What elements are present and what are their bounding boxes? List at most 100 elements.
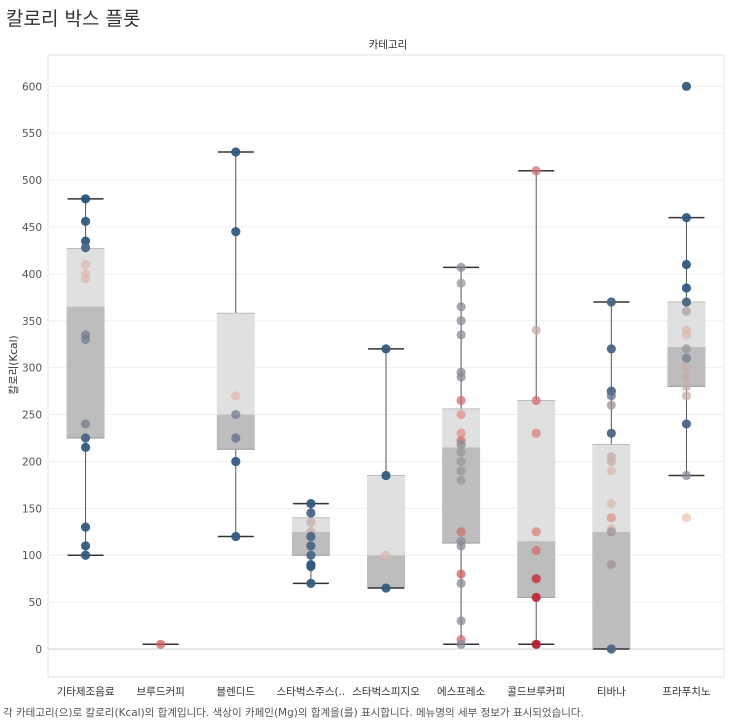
points-layer [80, 81, 692, 654]
data-point [456, 616, 466, 626]
data-point [531, 592, 541, 603]
data-point [531, 574, 541, 584]
y-tick-label: 550 [22, 128, 42, 140]
data-point [606, 527, 616, 537]
data-point [231, 409, 241, 420]
data-point [456, 302, 466, 312]
data-point [456, 541, 466, 551]
y-tick-label: 150 [22, 503, 42, 515]
data-point [306, 508, 316, 518]
data-point [681, 363, 692, 373]
category-label: 프라푸치노 [662, 686, 711, 698]
y-tick-label: 250 [22, 410, 42, 422]
data-point [456, 262, 466, 272]
data-point [681, 419, 692, 429]
y-tick-label: 350 [22, 316, 42, 328]
data-point [606, 297, 616, 307]
data-point [306, 578, 316, 588]
box-upper [367, 475, 405, 556]
data-point [80, 216, 91, 226]
chart-caption: 각 카테고리(으)로 칼로리(Kcal)의 합계입니다. 색상이 카페인(Mg)… [3, 707, 584, 719]
data-point [606, 513, 616, 523]
data-point [231, 456, 241, 467]
data-point [456, 639, 466, 649]
data-point [80, 522, 91, 532]
box-layer [66, 151, 706, 650]
data-point [531, 395, 541, 406]
data-point [681, 81, 692, 91]
y-axis-ticks: 0 50 100 150 200 250 300 350 400 450 500 550 600 [22, 81, 42, 656]
data-point [681, 353, 692, 363]
data-point [306, 499, 316, 509]
data-point [531, 527, 541, 537]
y-tick-label: 50 [29, 597, 42, 609]
data-point [80, 259, 91, 270]
data-point [456, 578, 466, 588]
data-point [681, 259, 692, 270]
data-point [606, 466, 616, 476]
category-label: 기타제조음료 [57, 686, 115, 698]
data-point [456, 316, 466, 326]
data-point [80, 273, 91, 284]
data-point [681, 283, 692, 293]
category-label: 에스프레소 [437, 686, 486, 698]
category-label: 콜드브루커피 [507, 686, 565, 698]
data-point [606, 559, 616, 570]
data-point [681, 381, 692, 392]
y-tick-label: 500 [22, 175, 42, 187]
data-point [606, 400, 616, 410]
data-point [80, 194, 91, 204]
data-point [681, 297, 692, 307]
y-tick-label: 200 [22, 456, 42, 468]
data-point [531, 545, 541, 556]
data-point [681, 372, 692, 382]
data-point [80, 236, 91, 246]
data-point [306, 550, 316, 560]
data-point [681, 306, 692, 316]
data-point [381, 470, 391, 481]
data-point [606, 456, 616, 467]
data-point [681, 213, 692, 223]
data-point [456, 466, 466, 476]
data-point [606, 428, 616, 438]
data-point [80, 334, 91, 345]
data-point [531, 428, 541, 438]
data-point [80, 550, 91, 560]
data-point [231, 433, 241, 443]
data-point [306, 541, 316, 551]
data-point [606, 344, 616, 354]
data-point [456, 569, 466, 579]
data-point [531, 166, 541, 176]
data-point [80, 419, 91, 429]
data-point [80, 243, 91, 253]
data-point [456, 428, 466, 438]
y-axis-label: 칼로리(Kcal) [7, 335, 20, 394]
category-label: 브루드커피 [137, 686, 185, 698]
data-point [456, 395, 466, 406]
data-point [306, 517, 316, 527]
data-point [606, 644, 616, 654]
data-point [306, 531, 316, 542]
data-point [606, 499, 616, 509]
data-point [381, 550, 391, 560]
data-point [80, 442, 91, 452]
data-point [456, 527, 466, 537]
box-lower [66, 306, 105, 438]
data-point [80, 541, 91, 551]
category-labels: 기타제조음료 브루드커피 블렌디드 스타벅스주스(.. 스타벅스피지오 에스프레소 콜드브루… [57, 686, 711, 698]
data-point [456, 330, 466, 340]
data-point [381, 344, 391, 354]
data-point [231, 147, 241, 157]
category-label: 스타벅스피지오 [352, 686, 420, 698]
data-point [681, 513, 692, 523]
chart-title: 칼로리 박스 플롯 [6, 8, 141, 30]
data-point [606, 391, 616, 401]
data-point [531, 325, 541, 335]
y-tick-label: 300 [22, 363, 42, 375]
data-point [531, 639, 541, 649]
y-tick-label: 0 [35, 644, 42, 656]
box-lower [592, 531, 631, 649]
data-point [681, 470, 692, 481]
data-point [681, 330, 692, 340]
